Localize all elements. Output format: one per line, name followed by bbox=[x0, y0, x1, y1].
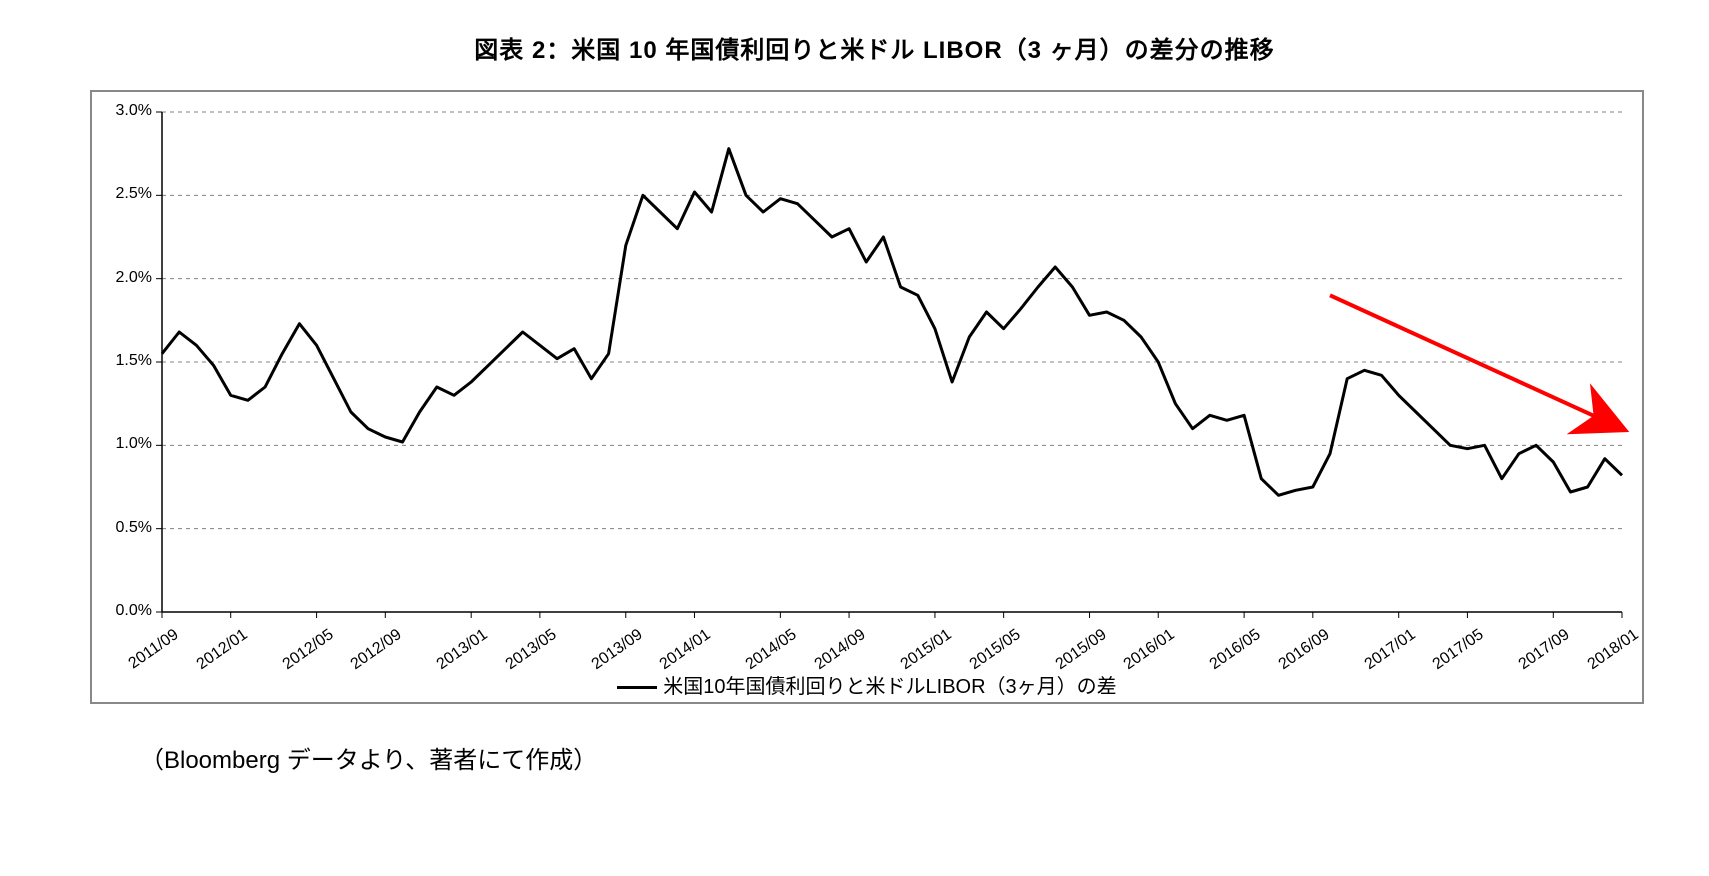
y-axis-label: 0.0% bbox=[97, 602, 152, 620]
legend-line-sample bbox=[617, 686, 657, 689]
chart-source-note: （Bloomberg データより、著者にて作成） bbox=[140, 740, 597, 775]
y-axis-label: 1.0% bbox=[97, 435, 152, 453]
legend-label: 米国10年国債利回りと米ドルLIBOR（3ヶ月）の差 bbox=[663, 676, 1116, 698]
chart-frame: 0.0%0.5%1.0%1.5%2.0%2.5%3.0% 2011/092012… bbox=[90, 90, 1644, 704]
chart-svg bbox=[92, 92, 1642, 702]
y-axis-label: 2.0% bbox=[97, 269, 152, 287]
y-axis-label: 1.5% bbox=[97, 352, 152, 370]
chart-legend: 米国10年国債利回りと米ドルLIBOR（3ヶ月）の差 bbox=[92, 670, 1642, 699]
y-axis-label: 2.5% bbox=[97, 185, 152, 203]
y-axis-label: 3.0% bbox=[97, 102, 152, 120]
chart-title: 図表 2：米国 10 年国債利回りと米ドル LIBOR（3 ヶ月）の差分の推移 bbox=[20, 30, 1709, 65]
y-axis-label: 0.5% bbox=[97, 519, 152, 537]
